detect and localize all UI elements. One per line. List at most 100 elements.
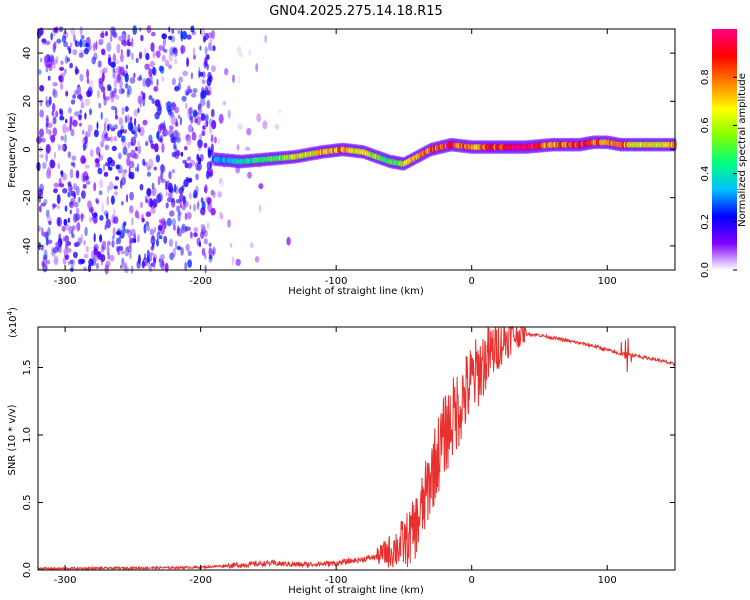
noise-speckle bbox=[84, 98, 91, 106]
noise-speckle bbox=[210, 134, 214, 143]
noise-speckle bbox=[80, 212, 84, 223]
noise-speckle bbox=[162, 37, 167, 47]
y-tick-label: 20 bbox=[22, 95, 33, 108]
noise-speckle bbox=[136, 260, 141, 269]
noise-speckle bbox=[129, 205, 134, 214]
noise-speckle bbox=[86, 77, 90, 85]
noise-speckle bbox=[186, 136, 192, 146]
noise-speckle bbox=[149, 60, 155, 68]
snr-plot-area bbox=[37, 325, 676, 572]
noise-speckle bbox=[175, 185, 179, 195]
noise-speckle bbox=[159, 122, 164, 131]
noise-speckle bbox=[188, 115, 193, 121]
noise-speckle bbox=[176, 225, 180, 235]
noise-speckle bbox=[149, 140, 154, 146]
noise-speckle bbox=[176, 245, 182, 251]
noise-speckle bbox=[133, 153, 139, 160]
noise-speckle bbox=[139, 183, 144, 191]
noise-speckle bbox=[201, 247, 206, 256]
noise-speckle bbox=[52, 247, 59, 254]
noise-speckle bbox=[104, 224, 107, 231]
noise-speckle bbox=[83, 240, 86, 246]
noise-speckle bbox=[186, 57, 190, 67]
noise-speckle bbox=[38, 205, 42, 213]
noise-speckle bbox=[153, 253, 158, 262]
noise-speckle bbox=[87, 200, 92, 209]
noise-speckle bbox=[124, 83, 129, 89]
noise-speckle bbox=[206, 161, 212, 171]
noise-speckle bbox=[197, 143, 202, 151]
noise-speckle bbox=[40, 202, 46, 207]
noise-speckle bbox=[113, 216, 119, 224]
noise-speckle bbox=[218, 211, 222, 220]
noise-speckle bbox=[186, 211, 192, 220]
noise-speckle bbox=[80, 234, 84, 243]
noise-speckle bbox=[115, 164, 119, 170]
noise-speckle bbox=[70, 99, 76, 105]
snr-multiplier-label: (x104) bbox=[6, 307, 19, 338]
snr-y-ticks: 0.0 0.5 1.0 1.5 bbox=[22, 360, 675, 578]
noise-speckle bbox=[110, 135, 113, 143]
noise-speckle bbox=[66, 126, 70, 132]
noise-speckle bbox=[211, 29, 215, 40]
noise-speckle bbox=[100, 254, 106, 262]
noise-speckle bbox=[210, 189, 214, 196]
noise-speckle bbox=[175, 137, 181, 144]
noise-speckle bbox=[95, 146, 101, 156]
noise-speckle bbox=[114, 59, 120, 65]
noise-speckle bbox=[187, 259, 193, 268]
noise-speckle bbox=[182, 70, 188, 77]
noise-speckle bbox=[52, 88, 56, 97]
noise-speckle bbox=[137, 214, 140, 220]
noise-speckle bbox=[131, 130, 136, 135]
noise-speckle bbox=[199, 45, 202, 51]
noise-speckle bbox=[41, 38, 47, 45]
noise-speckle bbox=[75, 186, 80, 196]
noise-speckle bbox=[203, 60, 208, 69]
noise-speckle bbox=[117, 236, 121, 245]
noise-speckle bbox=[171, 47, 178, 54]
noise-speckle bbox=[193, 189, 198, 199]
noise-speckle bbox=[168, 125, 174, 130]
noise-speckle bbox=[107, 185, 110, 194]
noise-speckle bbox=[118, 152, 122, 160]
noise-speckle bbox=[207, 47, 212, 52]
noise-speckle bbox=[128, 166, 131, 175]
noise-speckle bbox=[170, 198, 176, 208]
noise-speckle bbox=[52, 203, 57, 208]
noise-speckle bbox=[173, 58, 178, 65]
noise-speckle bbox=[163, 48, 168, 53]
noise-speckle bbox=[51, 160, 56, 169]
noise-speckle bbox=[184, 212, 188, 221]
noise-speckle bbox=[212, 246, 216, 255]
noise-speckle bbox=[120, 179, 123, 189]
noise-speckle bbox=[110, 127, 116, 132]
noise-speckle bbox=[52, 102, 56, 113]
noise-speckle bbox=[173, 224, 176, 231]
noise-speckle bbox=[46, 169, 52, 179]
noise-speckle bbox=[56, 38, 62, 44]
noise-speckle bbox=[97, 60, 102, 68]
noise-speckle bbox=[192, 88, 198, 94]
noise-speckle bbox=[143, 253, 147, 260]
noise-speckle bbox=[74, 39, 77, 47]
noise-speckle bbox=[122, 262, 128, 270]
noise-speckle bbox=[122, 140, 128, 147]
noise-speckle bbox=[113, 78, 118, 89]
x-tick-label: 100 bbox=[598, 276, 617, 287]
noise-speckle bbox=[38, 187, 43, 193]
noise-speckle bbox=[191, 127, 194, 134]
noise-speckle bbox=[73, 201, 79, 208]
noise-speckle bbox=[87, 128, 91, 138]
noise-speckle bbox=[84, 164, 90, 169]
noise-speckle bbox=[254, 255, 260, 263]
noise-speckle bbox=[206, 99, 211, 109]
noise-speckle bbox=[232, 74, 235, 83]
noise-speckle bbox=[46, 209, 50, 218]
noise-speckle bbox=[74, 241, 81, 247]
noise-speckle bbox=[75, 207, 80, 215]
noise-speckle bbox=[38, 69, 42, 75]
noise-speckle bbox=[67, 184, 73, 193]
